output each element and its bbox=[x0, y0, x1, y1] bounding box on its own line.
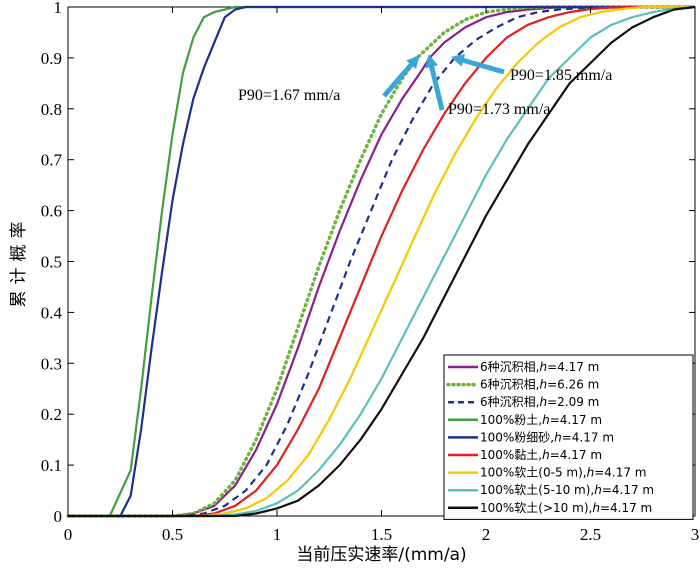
legend-box bbox=[443, 354, 694, 520]
legend-entry: 6种沉积相,h=6.26 m bbox=[480, 378, 599, 392]
x-tick-label: 2.5 bbox=[580, 525, 601, 544]
y-tick-label: 0.7 bbox=[41, 151, 63, 170]
legend-entry: 100%软土(>10 m),h=4.17 m bbox=[480, 501, 652, 515]
annotation-arrow bbox=[450, 54, 505, 75]
annotation-label: P90=1.85 mm/a bbox=[510, 67, 612, 84]
legend-entry: 100%软土(5-10 m),h=4.17 m bbox=[480, 483, 654, 497]
y-tick-label: 0 bbox=[54, 507, 63, 526]
legend-entry: 6种沉积相,h=4.17 m bbox=[480, 360, 599, 374]
x-tick-label: 2 bbox=[482, 525, 491, 544]
legend: 6种沉积相,h=4.17 m 6种沉积相,h=6.26 m 6种沉积相,h=2.09… bbox=[443, 354, 694, 520]
legend-entry: 100%粉细砂,h=4.17 m bbox=[480, 430, 614, 444]
legend-entry: 100%粉土,h=4.17 m bbox=[480, 413, 602, 427]
y-tick-label: 1 bbox=[54, 0, 63, 17]
x-tick-label: 1 bbox=[273, 525, 282, 544]
series-line-1 bbox=[66, 5, 697, 518]
y-tick-label: 0.5 bbox=[41, 253, 62, 272]
y-axis-label: 累计概率 bbox=[9, 216, 29, 308]
legend-entry: 100%软土(0-5 m),h=4.17 m bbox=[480, 466, 646, 480]
series-lines bbox=[66, 5, 697, 518]
x-tick-label: 3 bbox=[691, 525, 700, 544]
series-line-3 bbox=[68, 5, 695, 518]
series-line-4 bbox=[68, 5, 695, 518]
y-tick-label: 0.2 bbox=[41, 405, 62, 424]
legend-entry: 100%黏土,h=4.17 m bbox=[480, 448, 602, 462]
y-tick-label: 0.8 bbox=[41, 100, 62, 119]
series-line-5 bbox=[68, 5, 695, 518]
series-line-8 bbox=[68, 5, 696, 518]
series-line-0 bbox=[68, 5, 695, 518]
series-line-7 bbox=[68, 5, 696, 518]
annotation-arrow bbox=[425, 54, 445, 111]
x-tick-label: 0 bbox=[64, 525, 73, 544]
y-tick-label: 0.1 bbox=[41, 456, 62, 475]
series-line-2 bbox=[68, 5, 695, 518]
x-tick-label: 0.5 bbox=[162, 525, 183, 544]
legend-entry: 6种沉积相,h=2.09 m bbox=[480, 395, 599, 409]
annotation-label: P90=1.67 mm/a bbox=[238, 87, 340, 104]
series-line-6 bbox=[68, 5, 695, 518]
annotation-label: P90=1.73 mm/a bbox=[448, 101, 550, 118]
annotations: P90=1.67 mm/a P90=1.73 mm/a P90=1.85 mm/a bbox=[238, 54, 612, 118]
y-tick-label: 0.6 bbox=[41, 202, 62, 221]
x-tick-label: 1.5 bbox=[371, 525, 392, 544]
y-tick-label: 0.3 bbox=[41, 354, 62, 373]
axis-ticks: 0 0.5 1 1.5 2 2.5 3 0 0.1 0.2 0.3 0.4 0.5 0.6 0.7 0.8 0.… bbox=[41, 0, 700, 544]
x-axis-label: 当前压实速率/(mm/a) bbox=[296, 545, 466, 565]
y-tick-label: 0.4 bbox=[41, 303, 63, 322]
y-tick-label: 0.9 bbox=[41, 49, 62, 68]
annotation-arrow bbox=[382, 54, 420, 98]
